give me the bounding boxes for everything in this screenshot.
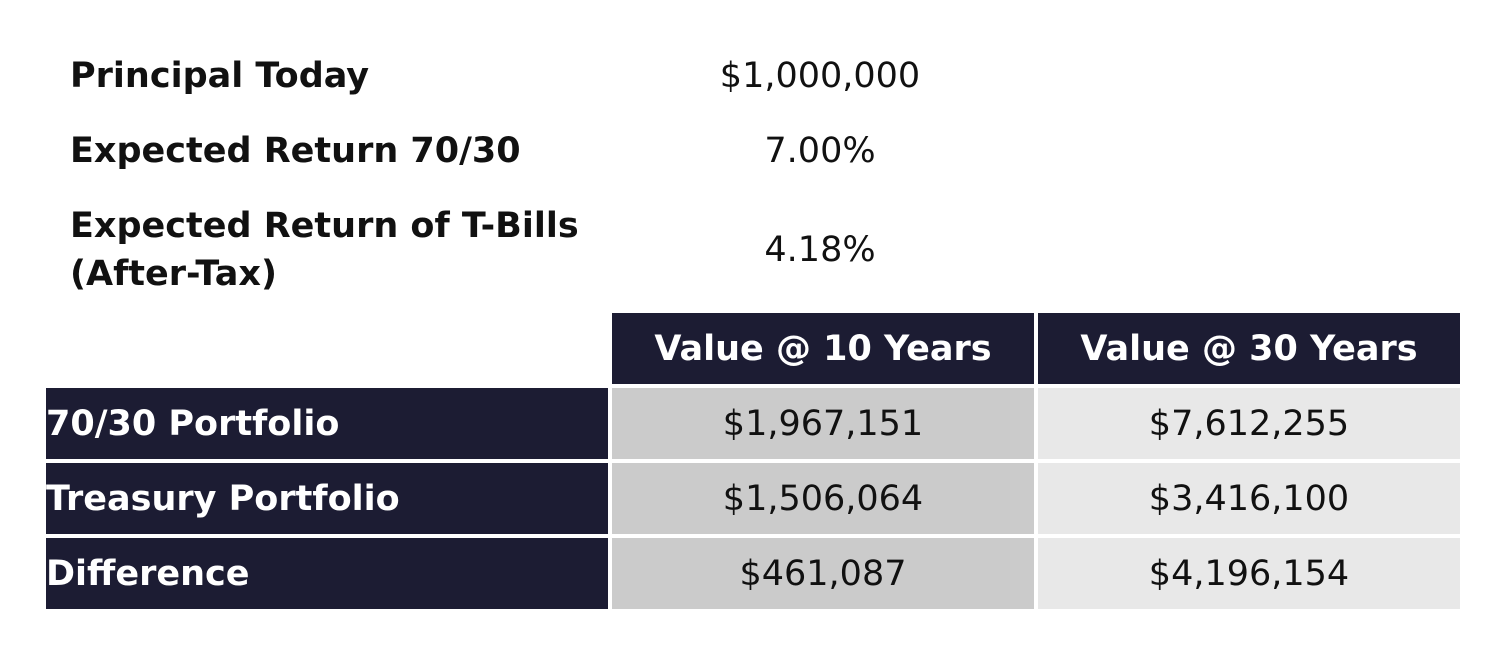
row-label: Difference [46, 538, 608, 609]
principal-label: Principal Today [70, 56, 370, 96]
return-7030-label: Expected Return 70/30 [70, 131, 521, 171]
value-30-years-cell: $3,416,100 [1038, 463, 1460, 534]
header-value-10-years: Value @ 10 Years [612, 313, 1034, 384]
results-table: Value @ 10 Years Value @ 30 Years 70/30 … [42, 309, 1464, 613]
header-value-30-years: Value @ 30 Years [1038, 313, 1460, 384]
value-30-years-cell: $4,196,154 [1038, 538, 1460, 609]
return-tbills-label-line1: Expected Return of T-Bills [70, 206, 579, 246]
table-row: Treasury Portfolio $1,506,064 $3,416,100 [46, 463, 1460, 534]
return-tbills-label: Expected Return of T-Bills (After-Tax) [70, 202, 630, 298]
value-10-years-cell: $1,967,151 [612, 388, 1034, 459]
row-label: Treasury Portfolio [46, 463, 608, 534]
return-tbills-value: 4.18% [764, 230, 876, 270]
table-row: 70/30 Portfolio $1,967,151 $7,612,255 [46, 388, 1460, 459]
results-header-row: Value @ 10 Years Value @ 30 Years [46, 313, 1460, 384]
table-row: Difference $461,087 $4,196,154 [46, 538, 1460, 609]
value-30-years-cell: $7,612,255 [1038, 388, 1460, 459]
return-tbills-label-line2: (After-Tax) [70, 254, 277, 294]
value-10-years-cell: $461,087 [612, 538, 1034, 609]
return-7030-value: 7.00% [764, 131, 876, 171]
row-label: 70/30 Portfolio [46, 388, 608, 459]
value-10-years-cell: $1,506,064 [612, 463, 1034, 534]
principal-value: $1,000,000 [719, 56, 921, 96]
header-blank-cell [46, 313, 608, 384]
